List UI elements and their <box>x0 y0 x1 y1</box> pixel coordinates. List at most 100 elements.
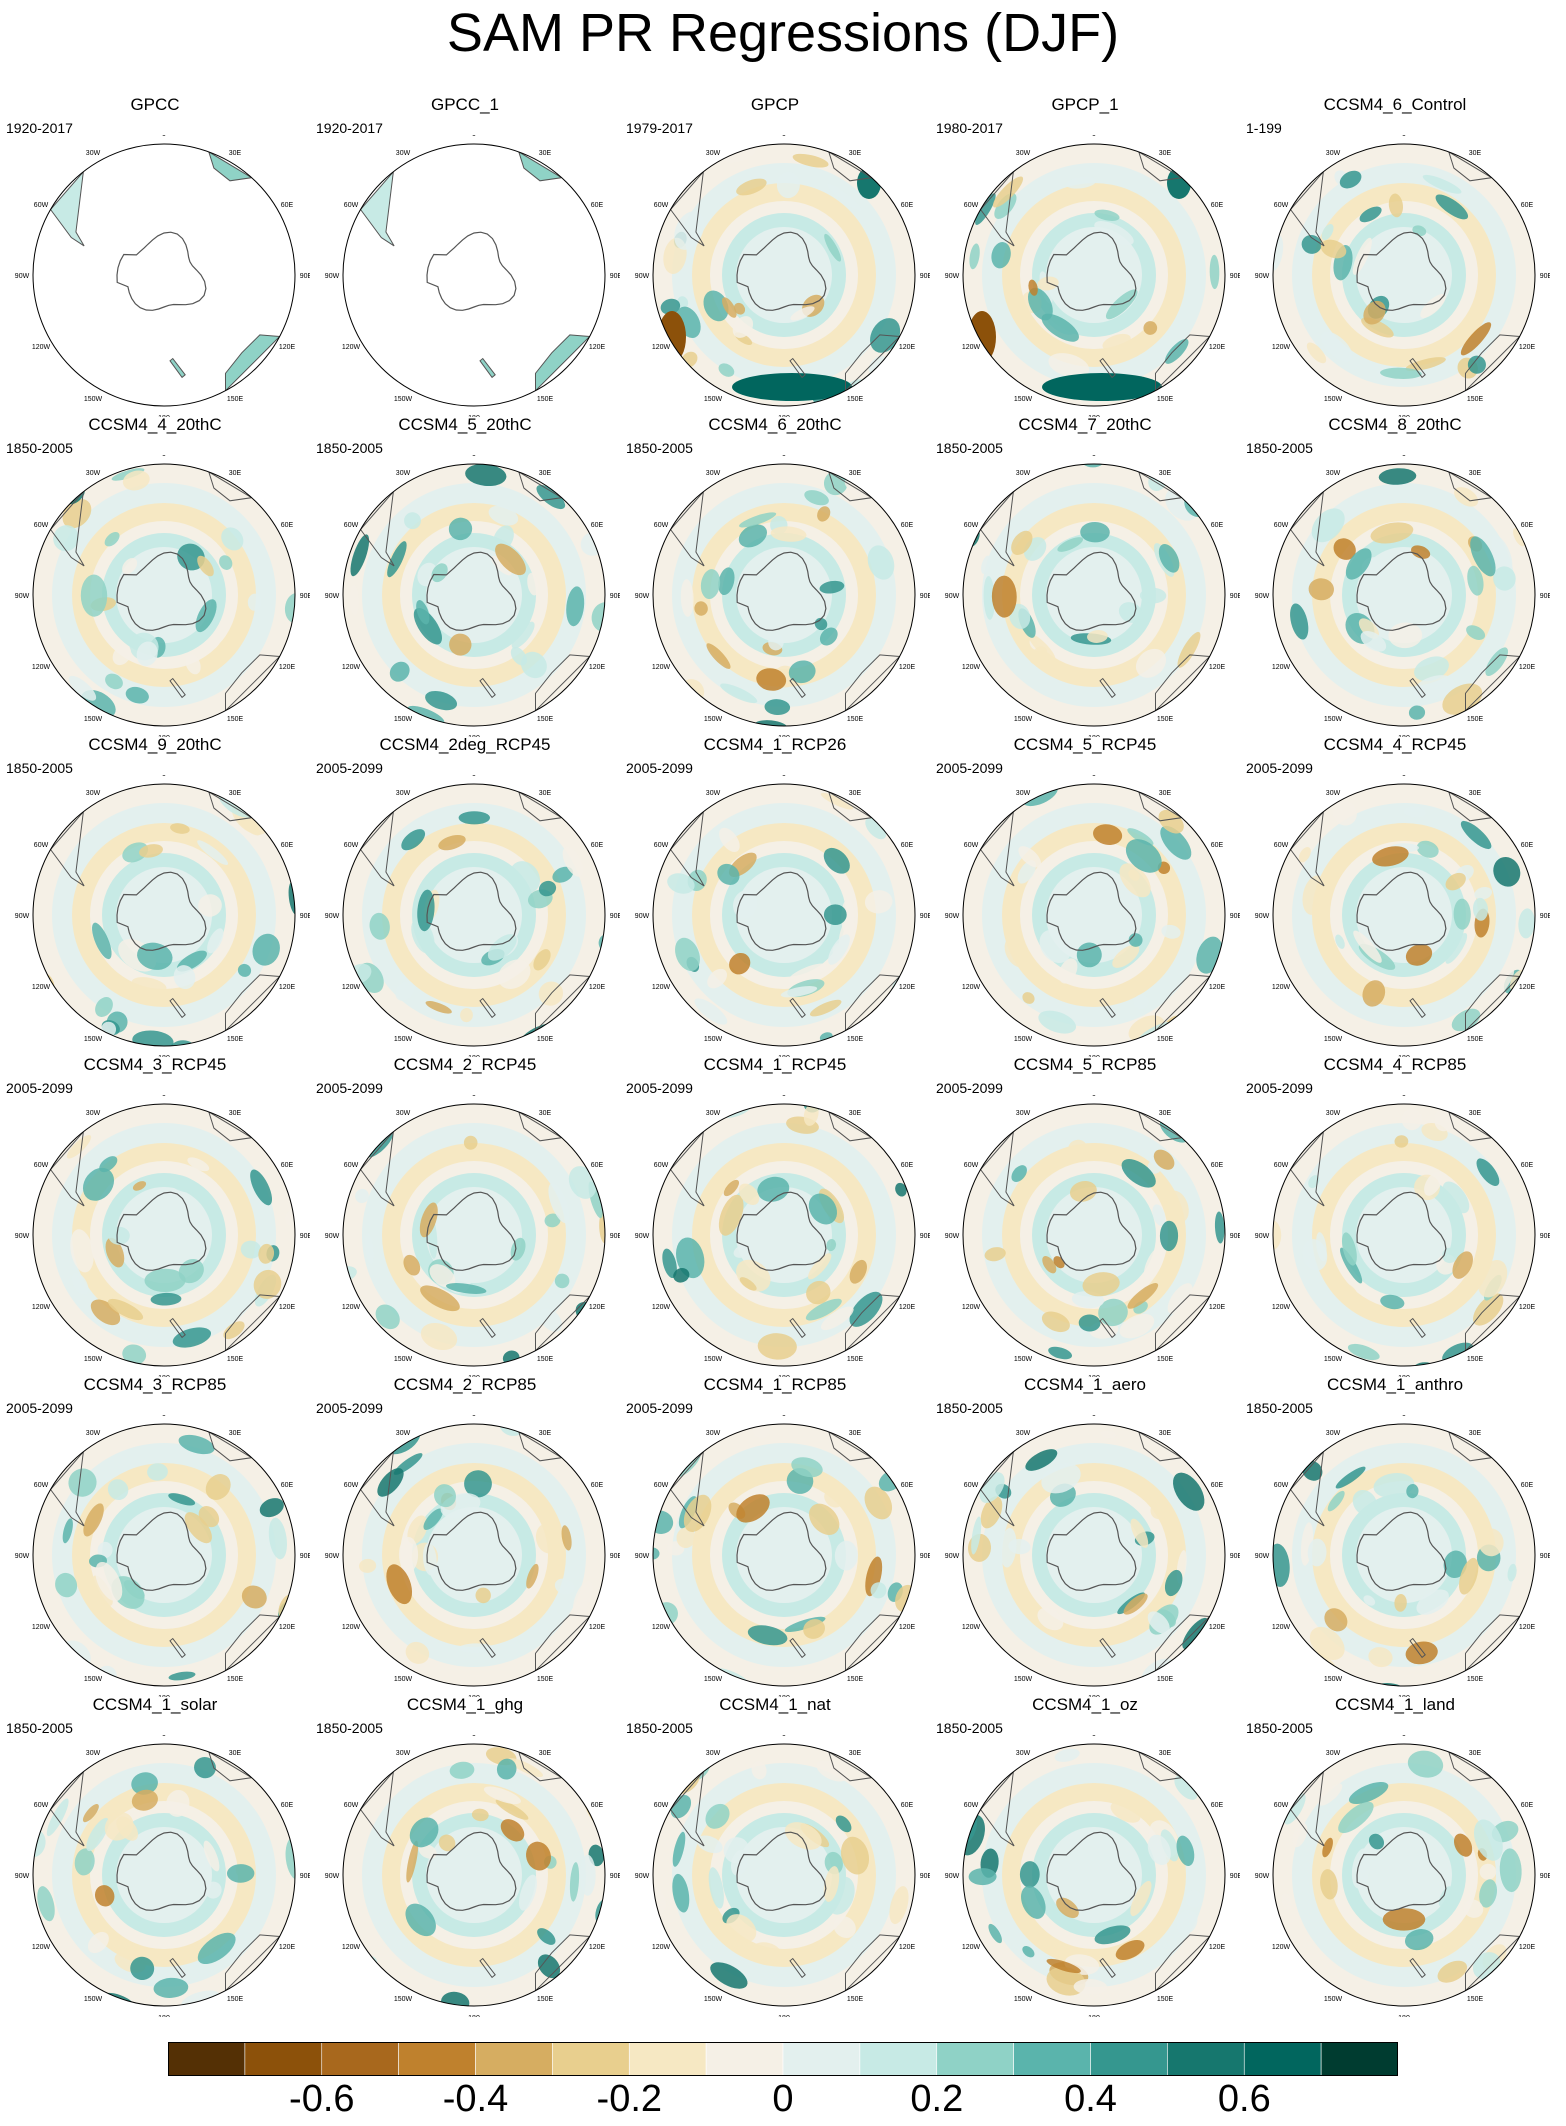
panel-title: GPCC <box>130 95 180 114</box>
polar-map: 0 30E 60E 90E 120E 150E 180 150W 120W 90W 60W 30W <box>945 775 1240 1057</box>
anomaly-patch <box>1318 1783 1343 1806</box>
longitude-label: 60E <box>901 1482 914 1489</box>
longitude-label: 120W <box>652 984 671 991</box>
polar-map: 0 30E 60E 90E 120E 150E 180 150W 120W 90W 60W 30W <box>1255 775 1550 1057</box>
longitude-label: 120E <box>1209 1304 1226 1311</box>
anomaly-patch <box>828 934 850 965</box>
anomaly-patch <box>1407 1750 1444 1778</box>
panel-title: CCSM4_6_20thC <box>708 415 842 434</box>
longitude-label: 30W <box>706 1750 721 1757</box>
longitude-label: 0 <box>472 135 476 138</box>
anomaly-patch <box>1493 566 1516 591</box>
longitude-label: 180 <box>778 2015 790 2017</box>
anomaly-patch <box>819 580 845 594</box>
anomaly-patch <box>538 880 557 897</box>
anomaly-patch <box>1150 1501 1170 1520</box>
longitude-label: 180 <box>1088 1695 1100 1697</box>
anomaly-patch <box>1093 824 1123 845</box>
field-band <box>1046 1507 1142 1603</box>
anomaly-patch <box>1130 1880 1152 1917</box>
anomaly-patch <box>994 193 1017 219</box>
anomaly-patch <box>246 1307 273 1335</box>
anomaly-patch <box>1042 373 1162 401</box>
longitude-label: 150E <box>847 716 864 723</box>
longitude-label: 30W <box>706 1430 721 1437</box>
anomaly-patch <box>132 1181 147 1191</box>
panel-title: CCSM4_1_RCP26 <box>703 735 847 754</box>
anomaly-patch <box>197 555 214 577</box>
longitude-label: 90E <box>920 1553 930 1560</box>
longitude-label: 150E <box>537 396 554 403</box>
anomaly-patch <box>667 873 695 894</box>
longitude-label: 120W <box>962 344 981 351</box>
map-panel: CCSM4_5_RCP45 2005-2099 0 30E 60E 90E 120E 150E… <box>930 735 1240 1057</box>
anomaly-patch <box>561 1525 572 1551</box>
anomaly-patch <box>841 898 855 935</box>
longitude-label: 30W <box>1326 1750 1341 1757</box>
colorbar-tick-label: 0.6 <box>1217 2078 1271 2120</box>
coastline <box>359 1770 395 1847</box>
anomaly-patch <box>824 1489 843 1508</box>
longitude-label: 60E <box>1521 1162 1534 1169</box>
longitude-label: 120W <box>32 984 51 991</box>
longitude-label: 60E <box>901 202 914 209</box>
coastline <box>844 334 901 392</box>
anomaly-patch <box>808 1193 838 1225</box>
anomaly-patch <box>403 1254 421 1276</box>
anomaly-patch <box>253 1269 282 1299</box>
panel-title: CCSM4_8_20thC <box>1328 415 1462 434</box>
longitude-label: 120E <box>899 344 916 351</box>
coastline <box>1289 1130 1325 1207</box>
longitude-label: 30E <box>539 470 552 477</box>
longitude-label: 150W <box>1014 1356 1033 1363</box>
anomaly-patch <box>1363 1595 1376 1606</box>
anomaly-patch <box>500 1819 525 1842</box>
anomaly-patch <box>1172 1472 1205 1511</box>
coastline <box>517 1750 564 1782</box>
coastline <box>1464 974 1521 1032</box>
anomaly-patch <box>1408 705 1426 720</box>
anomaly-patch <box>1094 1925 1131 1945</box>
panel-title: CCSM4_1_anthro <box>1326 1375 1464 1394</box>
longitude-label: 30W <box>86 1750 101 1757</box>
anomaly-patch <box>1499 1848 1522 1893</box>
anomaly-patch <box>820 792 854 810</box>
panel-title: CCSM4_5_RCP85 <box>1013 1055 1157 1074</box>
anomaly-patch <box>185 653 201 675</box>
coastline <box>534 334 591 392</box>
coastline <box>479 1957 496 1979</box>
longitude-label: 30W <box>396 1430 411 1437</box>
anomaly-patch <box>364 1233 374 1265</box>
map-panel: CCSM4_1_nat 1850-2005 0 30E 60E 90E 120E 150E 18… <box>620 1695 930 2017</box>
anomaly-patch <box>703 290 729 322</box>
anomaly-patch <box>508 1758 543 1778</box>
anomaly-patch <box>70 1229 94 1273</box>
longitude-label: 180 <box>468 735 480 737</box>
anomaly-patch <box>355 1188 369 1204</box>
anomaly-patch <box>147 1463 168 1481</box>
panel-period: 2005-2099 <box>626 1400 693 1416</box>
anomaly-patch <box>835 1815 852 1833</box>
longitude-label: 150E <box>537 1996 554 2003</box>
longitude-label: 0 <box>472 455 476 458</box>
anomaly-patch <box>1087 630 1108 643</box>
anomaly-patch <box>548 1183 570 1224</box>
map-panel: CCSM4_4_RCP85 2005-2099 0 30E 60E 90E 120E 150E… <box>1240 1055 1550 1377</box>
panel-title: CCSM4_1_solar <box>92 1695 218 1714</box>
anomaly-patch <box>1403 806 1427 818</box>
longitude-label: 150E <box>847 396 864 403</box>
anomaly-patch <box>1474 886 1493 900</box>
longitude-label: 30E <box>229 1430 242 1437</box>
anomaly-patch <box>1416 840 1439 858</box>
anomaly-patch <box>791 1457 823 1478</box>
coastline <box>827 150 874 182</box>
coastline <box>1464 654 1521 712</box>
anomaly-patch <box>1130 1518 1149 1548</box>
longitude-label: 150W <box>84 1676 103 1683</box>
longitude-label: 120W <box>342 664 361 671</box>
longitude-label: 150W <box>1324 716 1343 723</box>
coastline <box>49 1450 85 1527</box>
anomaly-patch <box>425 1000 452 1014</box>
longitude-label: 150W <box>394 1996 413 2003</box>
anomaly-patch <box>764 699 791 716</box>
